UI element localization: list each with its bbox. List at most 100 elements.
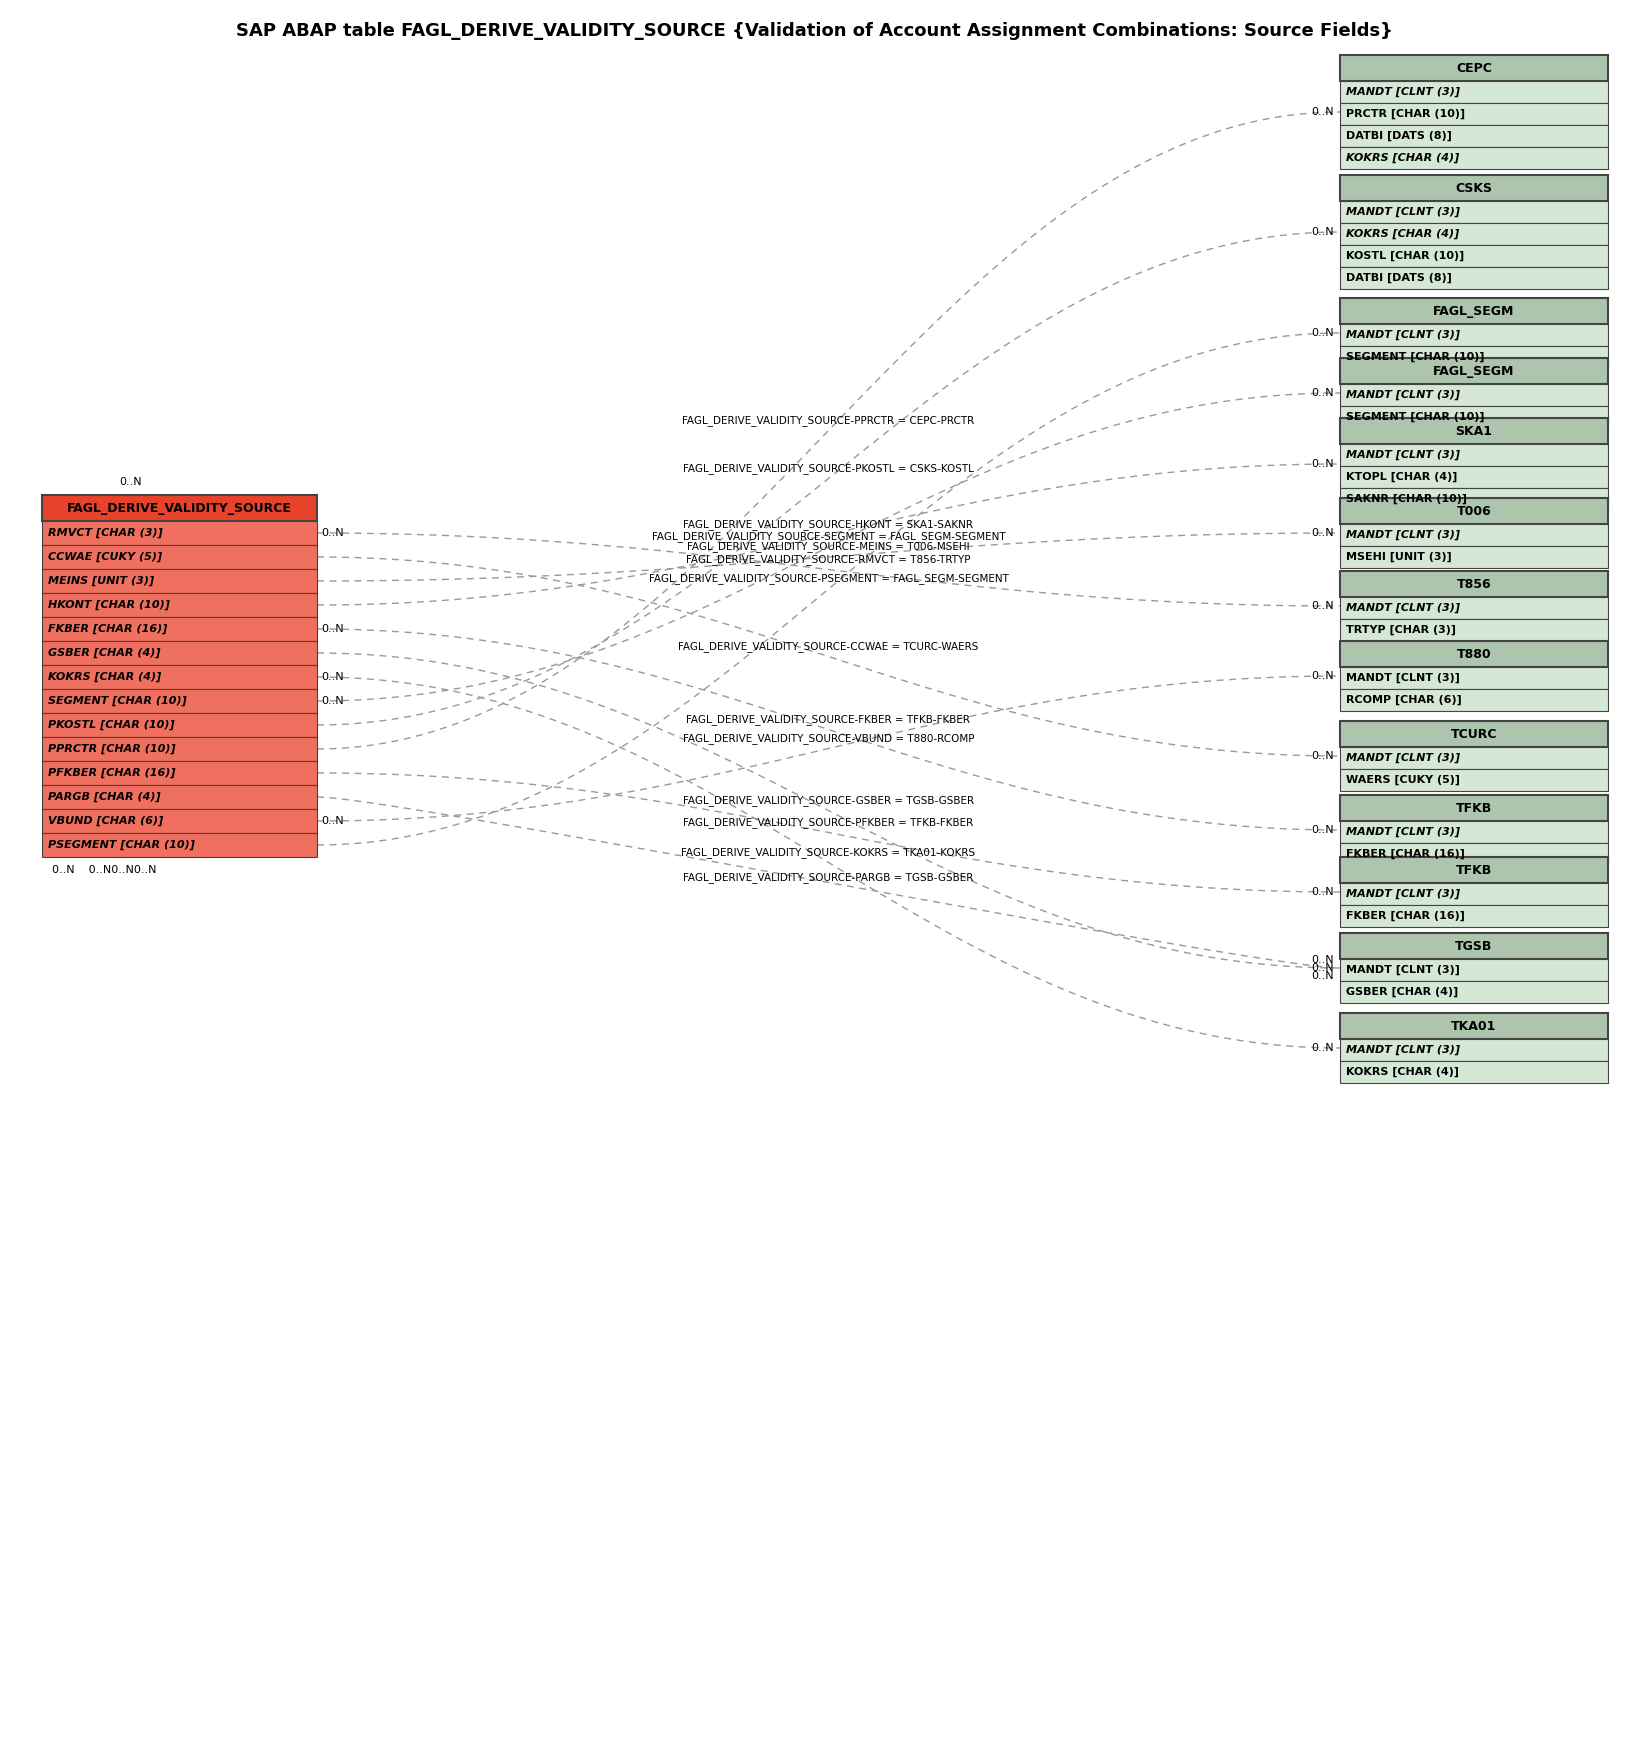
Text: FAGL_DERIVE_VALIDITY_SOURCE-HKONT = SKA1-SAKNR: FAGL_DERIVE_VALIDITY_SOURCE-HKONT = SKA1… <box>684 518 974 529</box>
Text: VBUND [CHAR (6)]: VBUND [CHAR (6)] <box>47 817 163 825</box>
Bar <box>42 522 318 544</box>
Text: FAGL_DERIVE_VALIDITY_SOURCE-PSEGMENT = FAGL_SEGM-SEGMENT: FAGL_DERIVE_VALIDITY_SOURCE-PSEGMENT = F… <box>648 572 1008 585</box>
Bar <box>42 665 318 689</box>
Text: TFKB: TFKB <box>1456 801 1492 815</box>
Text: 0..N: 0..N <box>1311 106 1334 117</box>
Bar <box>1341 223 1608 244</box>
Text: FAGL_DERIVE_VALIDITY_SOURCE-MEINS = T006-MSEHI: FAGL_DERIVE_VALIDITY_SOURCE-MEINS = T006… <box>687 541 969 551</box>
Text: KTOPL [CHAR (4)]: KTOPL [CHAR (4)] <box>1346 471 1458 482</box>
Text: FAGL_DERIVE_VALIDITY_SOURCE-SEGMENT = FAGL_SEGM-SEGMENT: FAGL_DERIVE_VALIDITY_SOURCE-SEGMENT = FA… <box>652 530 1005 543</box>
Bar <box>42 689 318 714</box>
Text: 0..N: 0..N <box>1311 1044 1334 1052</box>
Bar <box>1341 906 1608 927</box>
Bar <box>1341 770 1608 790</box>
Bar <box>1341 857 1608 883</box>
Text: TFKB: TFKB <box>1456 864 1492 876</box>
Bar <box>42 785 318 810</box>
Text: MANDT [CLNT (3)]: MANDT [CLNT (3)] <box>1346 530 1460 541</box>
Text: PPRCTR [CHAR (10)]: PPRCTR [CHAR (10)] <box>47 743 176 754</box>
Text: MANDT [CLNT (3)]: MANDT [CLNT (3)] <box>1346 450 1460 461</box>
Bar <box>1341 689 1608 710</box>
Bar <box>1341 619 1608 640</box>
Text: FAGL_DERIVE_VALIDITY_SOURCE-GSBER = TGSB-GSBER: FAGL_DERIVE_VALIDITY_SOURCE-GSBER = TGSB… <box>683 794 974 806</box>
Text: MANDT [CLNT (3)]: MANDT [CLNT (3)] <box>1346 965 1460 975</box>
Text: 0..N: 0..N <box>1311 672 1334 681</box>
Text: TRTYP [CHAR (3)]: TRTYP [CHAR (3)] <box>1346 625 1456 635</box>
Text: FAGL_DERIVE_VALIDITY_SOURCE: FAGL_DERIVE_VALIDITY_SOURCE <box>67 501 292 515</box>
Text: FKBER [CHAR (16)]: FKBER [CHAR (16)] <box>1346 911 1464 921</box>
Text: 0..N: 0..N <box>1311 328 1334 339</box>
Text: T006: T006 <box>1456 504 1492 518</box>
Text: MANDT [CLNT (3)]: MANDT [CLNT (3)] <box>1346 208 1460 216</box>
Text: MEINS [UNIT (3)]: MEINS [UNIT (3)] <box>47 576 155 586</box>
Text: FAGL_DERIVE_VALIDITY_SOURCE-PKOSTL = CSKS-KOSTL: FAGL_DERIVE_VALIDITY_SOURCE-PKOSTL = CSK… <box>683 462 974 473</box>
Text: TCURC: TCURC <box>1451 728 1497 740</box>
Text: KOKRS [CHAR (4)]: KOKRS [CHAR (4)] <box>1346 229 1460 239</box>
Text: RCOMP [CHAR (6)]: RCOMP [CHAR (6)] <box>1346 695 1461 705</box>
Text: 0..N: 0..N <box>321 817 344 825</box>
Text: 0..N: 0..N <box>1311 955 1334 965</box>
Text: 0..N: 0..N <box>1311 459 1334 469</box>
Text: 0..N: 0..N <box>1311 387 1334 398</box>
Bar <box>1341 443 1608 466</box>
Text: SAKNR [CHAR (10)]: SAKNR [CHAR (10)] <box>1346 494 1468 504</box>
Text: FAGL_DERIVE_VALIDITY_SOURCE-KOKRS = TKA01-KOKRS: FAGL_DERIVE_VALIDITY_SOURCE-KOKRS = TKA0… <box>681 846 976 857</box>
Text: DATBI [DATS (8)]: DATBI [DATS (8)] <box>1346 272 1451 283</box>
Bar <box>42 640 318 665</box>
Text: CCWAE [CUKY (5)]: CCWAE [CUKY (5)] <box>47 551 163 562</box>
Text: HKONT [CHAR (10)]: HKONT [CHAR (10)] <box>47 600 169 611</box>
Bar <box>1341 325 1608 346</box>
Bar <box>42 810 318 832</box>
Text: CSKS: CSKS <box>1455 181 1492 194</box>
Text: 0..N: 0..N <box>321 672 344 682</box>
Bar <box>42 714 318 736</box>
Bar <box>42 736 318 761</box>
Text: 0..N: 0..N <box>1311 227 1334 237</box>
Bar <box>1341 407 1608 428</box>
Bar <box>1341 489 1608 510</box>
Text: 0..N: 0..N <box>1311 970 1334 981</box>
Text: KOSTL [CHAR (10)]: KOSTL [CHAR (10)] <box>1346 251 1464 262</box>
Text: FKBER [CHAR (16)]: FKBER [CHAR (16)] <box>1346 848 1464 859</box>
Bar <box>1341 244 1608 267</box>
Text: FKBER [CHAR (16)]: FKBER [CHAR (16)] <box>47 625 168 633</box>
Text: PRCTR [CHAR (10)]: PRCTR [CHAR (10)] <box>1346 108 1464 119</box>
Bar <box>42 761 318 785</box>
Text: MANDT [CLNT (3)]: MANDT [CLNT (3)] <box>1346 827 1460 838</box>
Bar <box>1341 497 1608 524</box>
Text: SEGMENT [CHAR (10)]: SEGMENT [CHAR (10)] <box>47 696 187 707</box>
Text: PSEGMENT [CHAR (10)]: PSEGMENT [CHAR (10)] <box>47 839 195 850</box>
Text: FAGL_SEGM: FAGL_SEGM <box>1434 304 1515 318</box>
Bar <box>42 618 318 640</box>
Text: KOKRS [CHAR (4)]: KOKRS [CHAR (4)] <box>1346 154 1460 162</box>
Text: 0..N: 0..N <box>321 625 344 633</box>
Bar <box>42 544 318 569</box>
Bar <box>42 569 318 593</box>
Text: MANDT [CLNT (3)]: MANDT [CLNT (3)] <box>1346 602 1460 612</box>
Text: T856: T856 <box>1456 578 1491 590</box>
Bar <box>1341 1061 1608 1084</box>
Bar <box>1341 960 1608 981</box>
Text: 0..N    0..N0..N0..N: 0..N 0..N0..N0..N <box>52 866 156 874</box>
Bar <box>42 593 318 618</box>
Text: PARGB [CHAR (4)]: PARGB [CHAR (4)] <box>47 792 161 803</box>
Text: MANDT [CLNT (3)]: MANDT [CLNT (3)] <box>1346 87 1460 98</box>
Text: 0..N: 0..N <box>1311 963 1334 974</box>
Text: 0..N: 0..N <box>321 696 344 707</box>
Bar <box>1341 267 1608 290</box>
Text: PKOSTL [CHAR (10)]: PKOSTL [CHAR (10)] <box>47 721 174 729</box>
Bar <box>1341 1014 1608 1038</box>
Text: TKA01: TKA01 <box>1451 1019 1497 1033</box>
Bar <box>1341 201 1608 223</box>
Bar <box>1341 466 1608 489</box>
Bar <box>42 496 318 522</box>
Bar <box>1341 843 1608 866</box>
Text: 0..N: 0..N <box>119 476 142 487</box>
Bar <box>1341 747 1608 770</box>
Text: PFKBER [CHAR (16)]: PFKBER [CHAR (16)] <box>47 768 176 778</box>
Text: MANDT [CLNT (3)]: MANDT [CLNT (3)] <box>1346 389 1460 400</box>
Text: 0..N: 0..N <box>1311 750 1334 761</box>
Text: FAGL_DERIVE_VALIDITY_SOURCE-RMVCT = T856-TRTYP: FAGL_DERIVE_VALIDITY_SOURCE-RMVCT = T856… <box>686 553 971 564</box>
Bar <box>1341 721 1608 747</box>
Text: SKA1: SKA1 <box>1455 424 1492 438</box>
